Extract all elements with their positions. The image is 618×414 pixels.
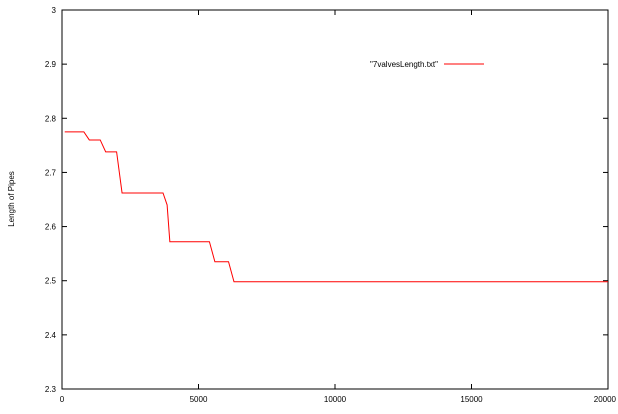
- y-tick-label: 3: [52, 6, 57, 15]
- series-line-0: [64, 131, 608, 283]
- series-layer: [64, 131, 608, 283]
- y-tick-label: 2.9: [45, 60, 57, 69]
- legend: "7valvesLength.txt": [370, 60, 484, 69]
- x-tick-label: 10000: [324, 395, 347, 404]
- y-tick-label: 2.3: [45, 385, 57, 394]
- x-tick-label: 15000: [460, 395, 483, 404]
- x-axis-ticks: 0 5000 10000 15000 20000: [60, 10, 617, 404]
- y-tick-label: 2.7: [45, 168, 57, 177]
- y-tick-label: 2.6: [45, 223, 57, 232]
- plot-frame: [61, 9, 609, 390]
- x-tick-label: 20000: [594, 395, 617, 404]
- x-tick-label: 5000: [190, 395, 208, 404]
- y-axis-ticks: 2.3 2.4 2.5 2.6 2.7 2.8 2.9 3: [45, 6, 608, 394]
- y-tick-label: 2.8: [45, 114, 57, 123]
- x-tick-label: 0: [60, 395, 65, 404]
- legend-label: "7valvesLength.txt": [370, 60, 438, 69]
- y-tick-label: 2.5: [45, 277, 57, 286]
- y-axis-label: Length of Pipes: [7, 171, 16, 227]
- y-tick-label: 2.4: [45, 331, 57, 340]
